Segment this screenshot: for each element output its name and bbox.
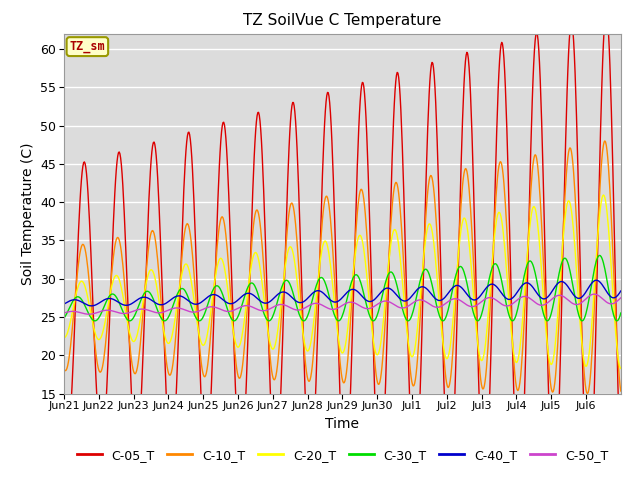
C-40_T (256, 298, 264, 304)
C-30_T (228, 316, 236, 322)
C-50_T (590, 291, 598, 297)
C-30_T (617, 310, 625, 316)
C-05_T (276, 402, 284, 408)
C-50_T (126, 310, 134, 315)
Title: TZ SoilVue C Temperature: TZ SoilVue C Temperature (243, 13, 442, 28)
C-40_T (60, 301, 68, 307)
C-10_T (125, 337, 133, 343)
C-10_T (617, 388, 625, 394)
C-40_T (228, 300, 236, 306)
X-axis label: Time: Time (325, 417, 360, 431)
Y-axis label: Soil Temperature (C): Soil Temperature (C) (21, 143, 35, 285)
C-40_T (88, 303, 95, 309)
C-30_T (596, 252, 604, 258)
C-05_T (617, 471, 625, 477)
C-40_T (277, 289, 285, 295)
C-30_T (431, 295, 439, 301)
C-05_T (431, 84, 439, 90)
C-40_T (126, 301, 134, 307)
C-10_T (276, 329, 284, 335)
C-50_T (432, 304, 440, 310)
Line: C-30_T: C-30_T (64, 255, 621, 321)
C-20_T (400, 294, 408, 300)
Line: C-50_T: C-50_T (64, 294, 621, 314)
C-40_T (617, 288, 625, 294)
Line: C-20_T: C-20_T (64, 195, 621, 368)
C-30_T (60, 315, 68, 321)
Line: C-10_T: C-10_T (64, 141, 621, 394)
C-30_T (125, 318, 133, 324)
C-20_T (255, 260, 263, 266)
Line: C-05_T: C-05_T (64, 12, 621, 480)
Line: C-40_T: C-40_T (64, 280, 621, 306)
C-50_T (60, 310, 68, 316)
Text: TZ_sm: TZ_sm (70, 40, 105, 53)
C-05_T (400, 189, 408, 194)
C-50_T (85, 312, 93, 317)
C-10_T (601, 138, 609, 144)
C-05_T (228, 276, 236, 282)
C-10_T (431, 200, 439, 206)
C-20_T (431, 251, 439, 257)
C-10_T (60, 366, 68, 372)
C-10_T (400, 263, 408, 268)
C-40_T (592, 277, 600, 283)
C-05_T (255, 112, 263, 118)
C-20_T (276, 307, 284, 312)
C-30_T (255, 295, 263, 301)
C-50_T (256, 307, 264, 313)
C-50_T (617, 295, 625, 300)
C-30_T (400, 311, 408, 316)
C-10_T (255, 215, 263, 221)
C-05_T (60, 423, 68, 429)
C-20_T (228, 318, 236, 324)
C-50_T (228, 308, 236, 313)
C-40_T (401, 298, 408, 304)
C-05_T (602, 10, 610, 15)
C-20_T (125, 329, 133, 335)
C-50_T (401, 305, 408, 311)
C-05_T (125, 341, 133, 347)
C-30_T (276, 288, 284, 294)
C-50_T (277, 301, 285, 307)
C-20_T (60, 335, 68, 341)
Legend: C-05_T, C-10_T, C-20_T, C-30_T, C-40_T, C-50_T: C-05_T, C-10_T, C-20_T, C-30_T, C-40_T, … (72, 444, 613, 467)
C-40_T (432, 296, 440, 302)
C-10_T (228, 308, 236, 314)
C-10_T (584, 391, 591, 396)
C-30_T (439, 318, 447, 324)
C-20_T (617, 365, 625, 371)
C-20_T (600, 192, 607, 198)
